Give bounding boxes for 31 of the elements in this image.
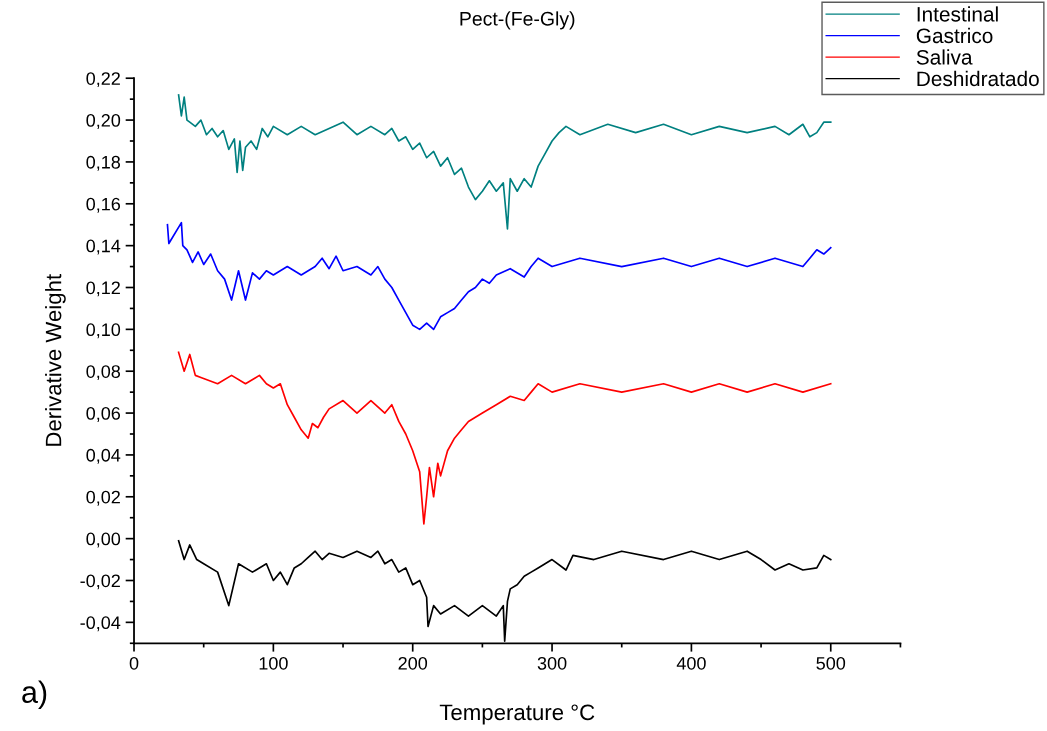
y-tick-label: 0,02 xyxy=(86,490,120,506)
y-tick-label: 0,06 xyxy=(86,407,121,422)
x-tick-label: 300 xyxy=(537,656,567,670)
y-axis-title: Derivative Weight xyxy=(45,274,66,446)
x-tick-label: 0 xyxy=(129,656,139,670)
y-tick-label: -0,02 xyxy=(80,574,120,590)
x-tick-label: 400 xyxy=(676,656,706,670)
legend-label: Saliva xyxy=(916,49,973,65)
x-tick-label: 100 xyxy=(259,656,288,670)
y-tick-label: 0,18 xyxy=(86,155,121,171)
legend-label: Gastrico xyxy=(916,27,993,44)
x-tick-label: 500 xyxy=(816,656,846,670)
line-series xyxy=(177,351,832,525)
y-tick-label: 0,00 xyxy=(86,532,121,548)
line-series xyxy=(166,221,832,331)
x-axis-title: Temperature °C xyxy=(439,704,595,725)
y-tick-label: 0,14 xyxy=(86,239,121,255)
y-tick-label: 0,04 xyxy=(86,448,121,464)
legend-label: Deshidratado xyxy=(917,70,1039,87)
y-tick-label: 0,12 xyxy=(86,281,120,297)
y-tick-label: 0,16 xyxy=(86,197,121,213)
y-tick-label: 0,22 xyxy=(86,72,120,88)
x-tick-label: 200 xyxy=(398,656,428,670)
chart-title: Pect-(Fe-Gly) xyxy=(460,11,575,30)
y-tick-label: 0,08 xyxy=(86,365,121,381)
y-tick-label: 0,10 xyxy=(86,323,121,339)
text: a) xyxy=(22,680,47,710)
y-tick-label: -0,04 xyxy=(80,616,121,632)
line-series xyxy=(177,94,832,230)
y-tick-label: 0,20 xyxy=(86,114,121,129)
legend-label: Intestinal xyxy=(917,6,998,22)
